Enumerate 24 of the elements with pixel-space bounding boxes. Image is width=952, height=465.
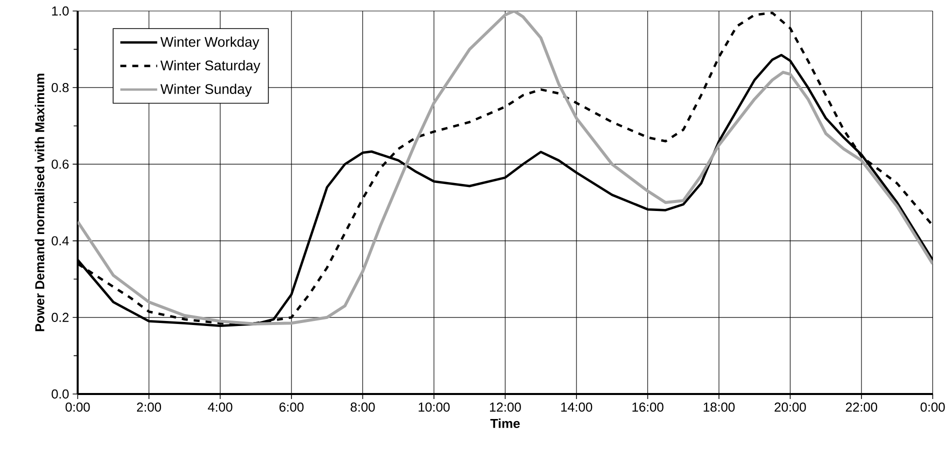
x-tick-label: 4:00	[208, 402, 232, 412]
legend-label: Winter Saturday	[160, 60, 260, 74]
x-tick-label: 16:00	[632, 402, 664, 412]
x-tick-label: 0:00	[920, 402, 945, 412]
x-axis-title: Time	[490, 418, 520, 428]
x-tick-label: 18:00	[704, 402, 735, 412]
x-tick-label: 0:00	[66, 402, 90, 412]
y-tick-label: 0.8	[52, 83, 69, 92]
y-tick-label: 0.4	[52, 236, 69, 246]
x-tick-label: 2:00	[137, 402, 162, 412]
y-tick-label: 0.2	[52, 312, 69, 322]
y-tick-label: 0.0	[52, 389, 69, 399]
y-axis-title: Power Demand normalised with Maximum	[34, 74, 44, 332]
legend-label: Winter Workday	[160, 36, 260, 50]
y-tick-label: 0.6	[52, 160, 69, 169]
x-tick-label: 12:00	[490, 402, 521, 412]
y-tick-label: 1.0	[52, 6, 69, 16]
x-tick-label: 20:00	[774, 402, 806, 412]
x-tick-label: 22:00	[846, 402, 878, 412]
x-tick-label: 8:00	[350, 402, 375, 412]
x-tick-label: 14:00	[561, 402, 592, 412]
x-tick-label: 6:00	[280, 402, 304, 412]
legend-label: Winter Sunday	[160, 84, 252, 97]
x-tick-label: 10:00	[418, 402, 450, 412]
